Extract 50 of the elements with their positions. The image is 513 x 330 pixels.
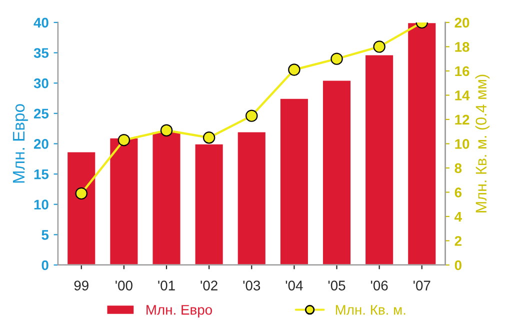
y-tick-label: 40 bbox=[34, 18, 48, 28]
y2-tick-label: 0 bbox=[454, 260, 462, 270]
point bbox=[118, 134, 130, 146]
y-tick-label: 15 bbox=[34, 170, 49, 180]
y2-tick-label: 12 bbox=[455, 114, 470, 124]
x-tick-label: '00 bbox=[116, 280, 132, 290]
bar bbox=[194, 143, 224, 265]
bar bbox=[108, 136, 140, 265]
y-axis-title: Млн. Евро bbox=[13, 104, 28, 183]
bar bbox=[151, 130, 182, 265]
y2-tick-label: 8 bbox=[454, 163, 462, 174]
x-tick-label: '07 bbox=[414, 280, 430, 290]
x-tick-label: '04 bbox=[286, 280, 303, 290]
point bbox=[75, 187, 88, 200]
y2-tick-label: 4 bbox=[454, 212, 462, 222]
y-tick-label: 20 bbox=[34, 139, 48, 149]
bar bbox=[236, 130, 267, 265]
point bbox=[330, 52, 343, 65]
bar bbox=[406, 22, 438, 265]
y2-tick-label: 14 bbox=[455, 90, 470, 100]
legend-label: Млн. Кв. м. bbox=[336, 305, 406, 315]
bar bbox=[364, 54, 394, 265]
x-tick-label: '01 bbox=[158, 280, 175, 290]
point bbox=[288, 64, 300, 76]
y2-tick-label: 20 bbox=[454, 18, 470, 28]
y2-tick-label: 10 bbox=[455, 139, 470, 149]
bar bbox=[322, 79, 352, 265]
x-tick-label: '06 bbox=[370, 280, 388, 290]
x-tick-label: 99 bbox=[74, 280, 88, 290]
y-tick-label: 25 bbox=[34, 108, 49, 119]
bar bbox=[279, 98, 310, 265]
y-tick-label: 0 bbox=[42, 260, 48, 270]
x-tick-label: '03 bbox=[243, 280, 260, 290]
y2-tick-label: 2 bbox=[454, 236, 462, 246]
y2-tick-label: 16 bbox=[455, 66, 470, 76]
point bbox=[373, 40, 386, 53]
y2-tick-label: 18 bbox=[455, 42, 470, 52]
y2-axis-title: Млн. Кв. м. (0.4 мм) bbox=[475, 74, 490, 212]
y-tick-label: 5 bbox=[42, 230, 49, 240]
legend-label: Млн. Евро bbox=[146, 305, 212, 318]
y2-tick-label: 6 bbox=[454, 188, 462, 198]
point bbox=[160, 124, 173, 136]
y-tick-label: 30 bbox=[34, 78, 48, 88]
y-tick-label: 10 bbox=[34, 200, 48, 210]
x-tick-label: '02 bbox=[200, 280, 218, 290]
y-tick-label: 35 bbox=[34, 48, 49, 58]
x-tick-label: '05 bbox=[328, 280, 346, 290]
point bbox=[246, 110, 258, 122]
bar bbox=[66, 150, 97, 265]
point bbox=[202, 132, 216, 144]
